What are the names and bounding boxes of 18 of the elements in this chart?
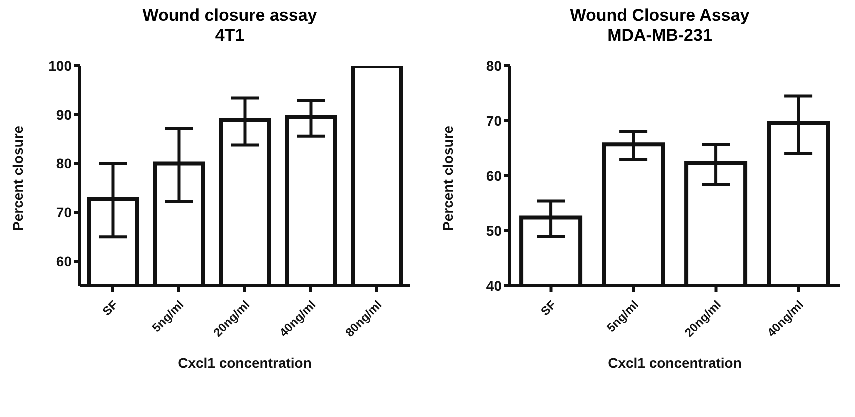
- y-tick-label: 90: [56, 106, 72, 123]
- y-tick-label: 60: [486, 168, 502, 184]
- chart-title: Wound Closure Assay MDA-MB-231: [569, 6, 751, 46]
- y-tick-label: 40: [486, 278, 502, 294]
- x-axis-title: Cxcl1 concentration: [608, 355, 742, 371]
- chart-title: Wound closure assay 4T1: [142, 6, 318, 46]
- y-tick-label: 70: [486, 112, 502, 129]
- y-tick-label: 80: [486, 58, 502, 74]
- y-tick-label: 100: [48, 58, 72, 74]
- y-axis-title: Percent closure: [10, 126, 26, 231]
- y-axis-title: Percent closure: [440, 126, 456, 231]
- y-tick-label: 60: [56, 254, 72, 270]
- y-tick-label: 80: [56, 156, 72, 172]
- y-tick-label: 50: [486, 222, 502, 239]
- x-axis-title: Cxcl1 concentration: [178, 355, 312, 371]
- x-tick-label: SF: [538, 298, 560, 319]
- y-tick-label: 70: [56, 204, 72, 221]
- x-tick-label: SF: [100, 298, 121, 319]
